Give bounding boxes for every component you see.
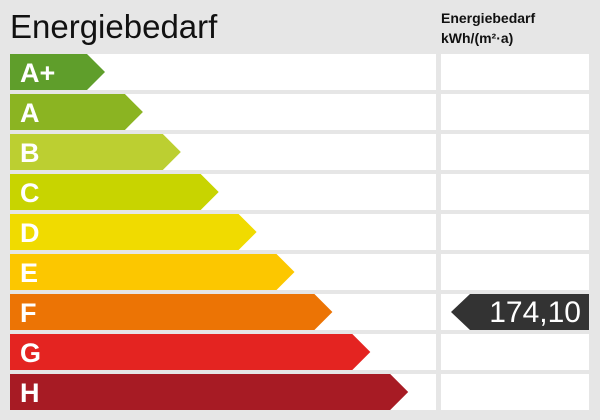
class-label: B xyxy=(20,138,40,168)
value-cell-A xyxy=(441,94,589,130)
class-label: A xyxy=(20,98,40,128)
arrow-F xyxy=(10,294,333,330)
value-cell-A+ xyxy=(441,54,589,90)
arrow-H xyxy=(10,374,409,410)
value-cell-H xyxy=(441,374,589,410)
arrow-E xyxy=(10,254,295,290)
chart-title: Energiebedarf xyxy=(10,8,218,45)
class-label: D xyxy=(20,218,40,248)
value-cell-C xyxy=(441,174,589,210)
arrow-A+ xyxy=(10,54,105,90)
column-header: Energiebedarf kWh/(m²·a) xyxy=(441,8,535,48)
value-label: 174,10 xyxy=(489,296,581,329)
class-label: G xyxy=(20,338,42,368)
column-header-line1: Energiebedarf xyxy=(441,10,536,26)
class-label: E xyxy=(20,258,39,288)
arrow-D xyxy=(10,214,257,250)
value-marker: 174,10 xyxy=(451,294,589,330)
class-label: C xyxy=(20,178,40,208)
value-cell-G xyxy=(441,334,589,370)
marker-shape xyxy=(451,294,589,330)
value-cell-D xyxy=(441,214,589,250)
column-header-line2: kWh/(m²·a) xyxy=(441,30,514,46)
value-cell-B xyxy=(441,134,589,170)
arrow-C xyxy=(10,174,219,210)
arrow-A xyxy=(10,94,143,130)
arrow-G xyxy=(10,334,371,370)
value-cell-E xyxy=(441,254,589,290)
class-label: F xyxy=(20,298,37,328)
class-label: H xyxy=(20,378,40,408)
arrow-B xyxy=(10,134,181,170)
class-label: A+ xyxy=(20,58,56,88)
